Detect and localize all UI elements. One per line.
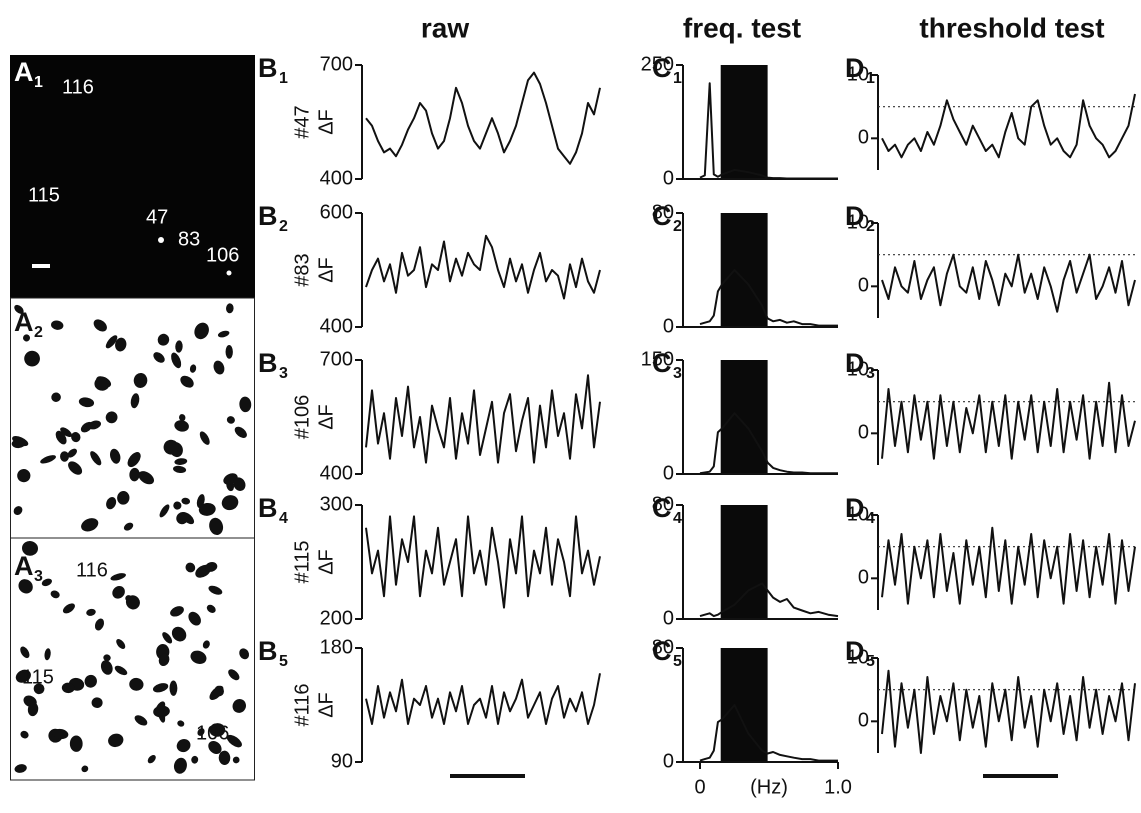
panel-label: B	[258, 348, 278, 378]
panel-label: A	[14, 307, 34, 337]
highlight-band	[721, 360, 768, 474]
y-tick-label: 150	[641, 348, 674, 370]
y-tick-label: 250	[641, 53, 674, 75]
y-tick-label: 10	[847, 503, 869, 525]
cell-blob	[70, 735, 83, 752]
column-title: threshold test	[919, 12, 1104, 43]
trace	[366, 516, 600, 607]
panel-label-sub: 2	[673, 218, 682, 235]
panel-label: B	[258, 636, 278, 666]
y-tick-label: 90	[331, 750, 353, 772]
cell-dot	[227, 271, 232, 276]
trace	[366, 73, 600, 164]
y-tick-label: 10	[847, 63, 869, 85]
panel-label-sub: 3	[673, 365, 682, 382]
panel-label: A	[14, 551, 34, 581]
y-axis-label: ΔF	[315, 404, 337, 430]
highlight-band	[721, 505, 768, 619]
y-tick-label: 200	[320, 607, 353, 629]
y-tick-label: 80	[652, 493, 674, 515]
cell-annotation: 47	[146, 206, 168, 228]
highlight-band	[721, 65, 768, 179]
panel-label-sub: 1	[34, 74, 43, 91]
y-tick-label: 0	[663, 607, 674, 629]
highlight-band	[721, 213, 768, 327]
y-tick-label: 0	[858, 567, 869, 589]
panel-label: B	[258, 493, 278, 523]
trace	[882, 94, 1135, 157]
trace	[366, 375, 600, 462]
panel-label-sub: 3	[34, 568, 43, 585]
column-title: raw	[421, 12, 469, 43]
highlight-band	[721, 648, 768, 762]
y-tick-label: 600	[320, 201, 353, 223]
y-axis-label: ΔF	[315, 692, 337, 718]
y-tick-label: 0	[663, 462, 674, 484]
panel-label-sub: 3	[279, 365, 288, 382]
cell-annotation: 116	[62, 76, 94, 98]
trace	[882, 528, 1135, 604]
panel-label: B	[258, 201, 278, 231]
panel-label-sub: 4	[279, 510, 288, 527]
y-tick-label: 10	[847, 211, 869, 233]
y-axis-label: ΔF	[315, 549, 337, 575]
panel-label-sub: 4	[673, 510, 682, 527]
y-tick-label: 700	[320, 348, 353, 370]
trace	[882, 383, 1135, 459]
trace	[366, 673, 600, 724]
y-axis-label: ΔF	[315, 257, 337, 283]
panel-label: A	[14, 57, 34, 87]
y-axis-label: #116	[291, 683, 313, 726]
x-tick-label: 0	[694, 776, 705, 798]
y-axis-label: #83	[291, 253, 313, 286]
cell-annotation: 116	[76, 559, 108, 581]
y-axis-label: ΔF	[315, 109, 337, 135]
y-axis-label: #106	[291, 395, 313, 440]
y-tick-label: 0	[858, 422, 869, 444]
y-tick-label: 0	[663, 750, 674, 772]
x-tick-label: 1.0	[824, 776, 852, 798]
y-tick-label: 80	[652, 201, 674, 223]
y-axis-label: #47	[291, 105, 313, 138]
y-tick-label: 0	[663, 167, 674, 189]
y-tick-label: 10	[847, 646, 869, 668]
cell-annotation: 115	[28, 184, 60, 206]
trace	[366, 236, 600, 299]
y-tick-label: 400	[320, 462, 353, 484]
y-tick-label: 400	[320, 167, 353, 189]
panel-label-sub: 2	[34, 324, 43, 341]
x-axis-label: (Hz)	[750, 776, 788, 798]
y-tick-label: 700	[320, 53, 353, 75]
image-a2	[11, 298, 255, 538]
y-tick-label: 0	[858, 127, 869, 149]
trace	[882, 255, 1135, 312]
cell-annotation: 115	[22, 666, 54, 688]
y-tick-label: 300	[320, 493, 353, 515]
y-tick-label: 80	[652, 636, 674, 658]
cell-dot	[158, 237, 164, 243]
cell-annotation: 83	[178, 228, 200, 250]
y-tick-label: 400	[320, 315, 353, 337]
panel-label-sub: 5	[279, 653, 288, 670]
panel-label-sub: 1	[673, 70, 682, 87]
y-axis-label: #115	[291, 540, 313, 583]
y-tick-label: 10	[847, 358, 869, 380]
panel-label-sub: 2	[279, 218, 288, 235]
figure: rawfreq. testthreshold testA111611547831…	[0, 0, 1141, 813]
cell-annotation: 106	[206, 244, 239, 266]
y-tick-label: 180	[320, 636, 353, 658]
panel-label-sub: 1	[279, 70, 288, 87]
y-tick-label: 0	[663, 315, 674, 337]
panel-label-sub: 5	[673, 653, 682, 670]
y-tick-label: 0	[858, 275, 869, 297]
cell-annotation: 106	[196, 722, 229, 744]
trace	[882, 671, 1135, 753]
panel-label: B	[258, 53, 278, 83]
y-tick-label: 0	[858, 710, 869, 732]
column-title: freq. test	[683, 12, 801, 43]
